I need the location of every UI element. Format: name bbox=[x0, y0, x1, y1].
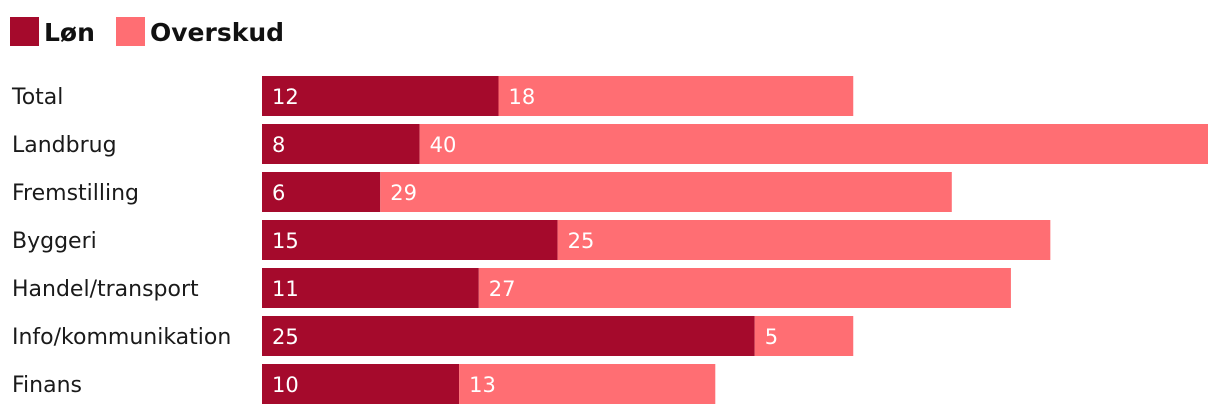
category-label-fremstilling: Fremstilling bbox=[12, 181, 139, 206]
bar-lon-handel-transport bbox=[262, 268, 479, 308]
bar-overskud-info-kommunikation bbox=[754, 316, 854, 356]
legend-label-lon: Løn bbox=[44, 18, 95, 47]
bar-lon-byggeri bbox=[262, 220, 558, 260]
bar-overskud-landbrug bbox=[419, 124, 1209, 164]
data-label-lon-fremstilling: 6 bbox=[272, 181, 285, 205]
bar-lon-info-kommunikation bbox=[262, 316, 755, 356]
bar-lon-fremstilling bbox=[262, 172, 381, 212]
category-label-finans: Finans bbox=[12, 373, 82, 398]
legend-label-overskud: Overskud bbox=[150, 18, 284, 47]
category-labels: Total Landbrug Fremstilling Byggeri Handel/t… bbox=[11, 85, 231, 398]
category-label-landbrug: Landbrug bbox=[12, 133, 117, 158]
category-label-handel-transport: Handel/transport bbox=[12, 277, 199, 302]
bar-overskud-fremstilling bbox=[380, 172, 952, 212]
data-label-overskud-landbrug: 40 bbox=[430, 133, 457, 157]
data-label-overskud-finans: 13 bbox=[469, 373, 496, 397]
bar-overskud-finans bbox=[459, 364, 716, 404]
data-label-lon-total: 12 bbox=[272, 85, 299, 109]
bar-overskud-handel-transport bbox=[478, 268, 1011, 308]
data-label-lon-handel-transport: 11 bbox=[272, 277, 299, 301]
data-label-overskud-byggeri: 25 bbox=[568, 229, 595, 253]
legend-swatch-overskud bbox=[116, 17, 145, 46]
legend: Løn Overskud bbox=[10, 17, 284, 47]
data-label-lon-info-kommunikation: 25 bbox=[272, 325, 299, 349]
bar-lon-landbrug bbox=[262, 124, 420, 164]
data-label-lon-landbrug: 8 bbox=[272, 133, 285, 157]
category-label-info-kommunikation: Info/kommunikation bbox=[12, 325, 231, 350]
category-label-total: Total bbox=[11, 85, 63, 110]
data-label-overskud-fremstilling: 29 bbox=[390, 181, 417, 205]
bars: 12 18 8 40 6 29 15 25 11 27 25 5 10 13 bbox=[262, 76, 1209, 404]
data-label-lon-finans: 10 bbox=[272, 373, 299, 397]
category-label-byggeri: Byggeri bbox=[12, 229, 97, 254]
bar-overskud-total bbox=[498, 76, 854, 116]
bar-lon-finans bbox=[262, 364, 460, 404]
data-label-overskud-handel-transport: 27 bbox=[489, 277, 516, 301]
data-label-overskud-info-kommunikation: 5 bbox=[765, 325, 778, 349]
data-label-lon-byggeri: 15 bbox=[272, 229, 299, 253]
data-label-overskud-total: 18 bbox=[509, 85, 536, 109]
bar-overskud-byggeri bbox=[557, 220, 1051, 260]
bar-lon-total bbox=[262, 76, 499, 116]
legend-swatch-lon bbox=[10, 17, 39, 46]
